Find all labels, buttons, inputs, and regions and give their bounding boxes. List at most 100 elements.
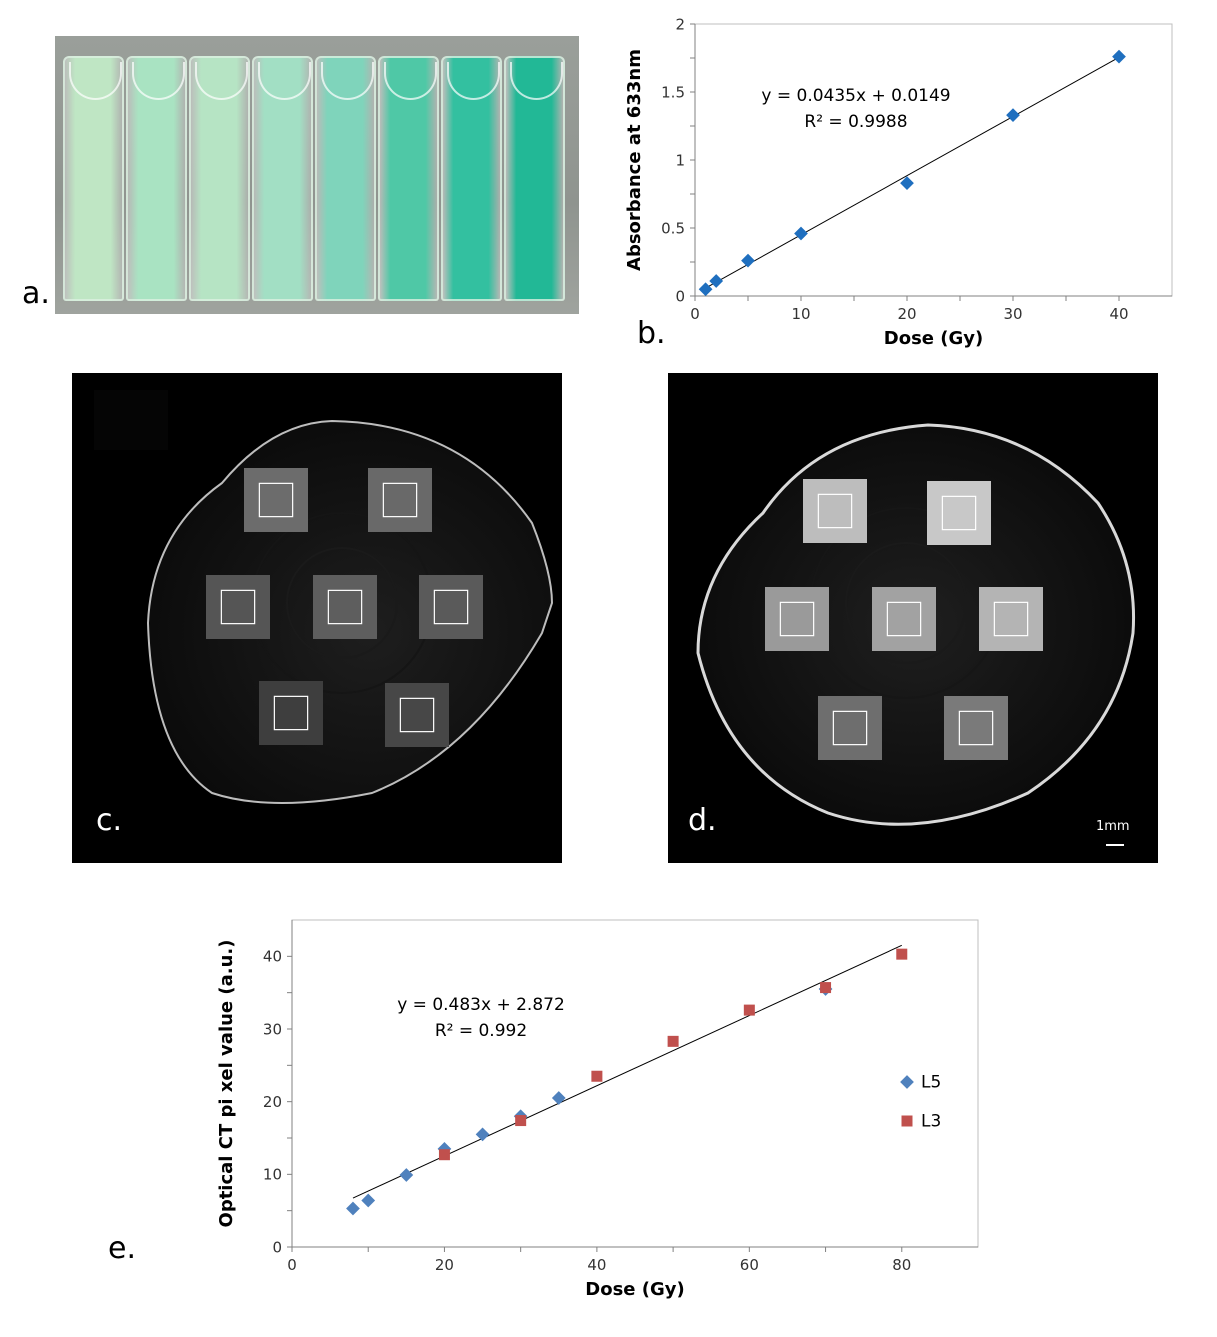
x-axis-label: Dose (Gy) (884, 328, 983, 349)
dosimeter-square (765, 587, 829, 651)
legend-label: L3 (921, 1112, 941, 1132)
y-tick-label: 0.5 (661, 219, 685, 237)
y-tick-label: 2 (675, 15, 685, 33)
cuvette (315, 56, 376, 301)
dosimeter-square (206, 575, 270, 639)
x-axis-label: Dose (Gy) (585, 1279, 684, 1300)
cuvette-meniscus (510, 62, 563, 100)
y-tick-label: 30 (263, 1020, 282, 1038)
x-tick-label: 20 (897, 305, 916, 323)
chart-b: 0 10 20 30 40 0 0.5 1 1.5 2 Dose (Gy) Absorbance at… (624, 15, 1173, 349)
cuvette-meniscus (258, 62, 311, 100)
roi-box (958, 710, 994, 746)
roi-box (433, 589, 469, 625)
data-point (1112, 49, 1126, 64)
data-point (820, 982, 832, 994)
data-point (896, 948, 908, 960)
panel-a-photo (55, 36, 579, 314)
legend-marker (900, 1075, 914, 1089)
roi-box (273, 695, 309, 731)
panel-c-label: c. (96, 803, 123, 838)
trend-r2: R² = 0.992 (435, 1021, 527, 1041)
dosimeter-square (979, 587, 1043, 651)
cuvette (441, 56, 502, 301)
y-tick-label: 0 (272, 1238, 282, 1256)
panel-b-label: b. (637, 316, 666, 351)
y-tick-label: 40 (263, 948, 282, 966)
cuvette-meniscus (132, 62, 185, 100)
ring-artifact (845, 542, 967, 664)
dosimeter-square (803, 479, 867, 543)
cuvette-row (63, 56, 571, 306)
x-tick-label: 40 (1109, 305, 1128, 323)
cuvette (63, 56, 124, 301)
cuvette-meniscus (384, 62, 437, 100)
dosimeter-square (818, 696, 882, 760)
cuvette-meniscus (69, 62, 122, 100)
roi-box (817, 493, 853, 529)
x-tick-label: 60 (740, 1256, 759, 1274)
trend-equation: y = 0.0435x + 0.0149 (761, 86, 950, 106)
panel-e-label: e. (108, 1231, 136, 1266)
panel-d-ct-image: 1mm (668, 373, 1158, 863)
dosimeter-square (385, 683, 449, 747)
roi-box (327, 589, 363, 625)
roi-box (258, 482, 294, 518)
cuvette (189, 56, 250, 301)
trendline (705, 56, 1120, 289)
data-point (698, 282, 713, 297)
y-tick-label: 20 (263, 1093, 282, 1111)
plot-frame (291, 919, 979, 1248)
cuvette (378, 56, 439, 301)
y-tick-label: 1.5 (661, 83, 685, 101)
y-axis-label: Optical CT pi xel value (a.u.) (216, 940, 237, 1228)
y-tick-label: 10 (263, 1166, 282, 1184)
roi-box (220, 589, 256, 625)
data-point (741, 253, 755, 268)
y-tick-label: 1 (675, 151, 685, 169)
cuvette (126, 56, 187, 301)
dosimeter-square (244, 468, 308, 532)
data-point (794, 226, 808, 241)
roi-box (382, 482, 418, 518)
data-point (437, 1142, 452, 1156)
data-point (438, 1149, 450, 1161)
panel-c-ct-image (72, 373, 562, 863)
roi-box (886, 601, 922, 637)
panel-d-label: d. (688, 803, 717, 838)
dosimeter-square (944, 696, 1008, 760)
ct-c-drawing (146, 419, 554, 804)
scale-bar-label: 1mm (1096, 819, 1130, 834)
x-tick-label: 0 (690, 305, 700, 323)
dosimeter-square (419, 575, 483, 639)
data-point (667, 1035, 679, 1047)
data-point (743, 1004, 755, 1016)
data-point (399, 1168, 414, 1182)
cuvette (504, 56, 565, 301)
roi-box (832, 710, 868, 746)
data-point (475, 1127, 490, 1142)
cuvette (252, 56, 313, 301)
plot-frame (694, 23, 1173, 297)
data-point (361, 1193, 376, 1208)
y-axis-label: Absorbance at 633nm (624, 49, 645, 271)
roi-box (399, 697, 435, 733)
panel-a-label: a. (22, 276, 50, 311)
cuvette-meniscus (321, 62, 374, 100)
legend-marker (901, 1115, 913, 1127)
data-point (591, 1070, 603, 1082)
roi-box (993, 601, 1029, 637)
dosimeter-square (872, 587, 936, 651)
ct-d-drawing (696, 423, 1136, 846)
cuvette-meniscus (195, 62, 248, 100)
x-tick-label: 30 (1003, 305, 1022, 323)
roi-box (941, 495, 977, 531)
dark-corner-patch (94, 390, 168, 450)
data-point (515, 1115, 527, 1127)
data-point (346, 1201, 360, 1216)
data-point (709, 274, 724, 288)
dosimeter-square (259, 681, 323, 745)
x-tick-label: 20 (435, 1256, 454, 1274)
dosimeter-square (927, 481, 991, 545)
y-tick-label: 0 (675, 287, 685, 305)
